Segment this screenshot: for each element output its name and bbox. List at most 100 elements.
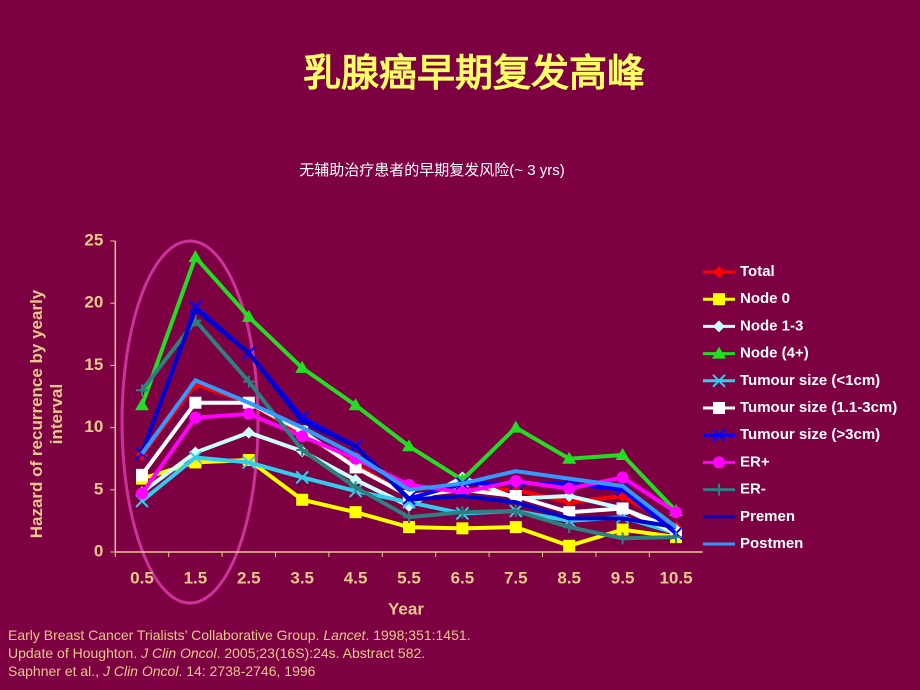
marker (563, 506, 576, 519)
series (135, 250, 683, 516)
series (140, 306, 677, 530)
marker (136, 384, 148, 397)
marker (296, 430, 309, 443)
marker (136, 487, 148, 500)
marker (616, 523, 629, 536)
series (136, 407, 682, 519)
legend-label: Tumour size (>3cm) (740, 426, 880, 443)
marker (713, 456, 725, 469)
x-tick-label: 9.5 (611, 568, 635, 587)
marker (349, 481, 362, 494)
x-tick-label: 6.5 (451, 568, 475, 587)
legend-label: Node 1-3 (740, 317, 803, 334)
title: 乳腺癌早期复发高峰 (303, 53, 645, 95)
marker (712, 374, 726, 388)
marker (713, 266, 725, 278)
y-tick-label: 20 (84, 293, 103, 312)
reference-part: . 2005;23(16S):24s. Abstract 582. (217, 645, 426, 661)
marker (563, 539, 576, 552)
marker (403, 521, 415, 534)
series-line (140, 377, 678, 529)
y-tick-label: 10 (84, 417, 103, 436)
marker (670, 506, 682, 519)
x-tick-label: 0.5 (130, 568, 154, 587)
x-tick-label: 2.5 (237, 568, 261, 587)
marker (402, 439, 416, 452)
marker (403, 511, 415, 524)
legend-label: Total (740, 263, 775, 280)
marker (509, 475, 522, 488)
x-tick-label: 5.5 (397, 568, 421, 587)
y-axis-label: Hazard of recurrence by yearlyinterval (27, 289, 66, 538)
series (140, 377, 678, 529)
reference-part: J Clin Oncol (140, 645, 217, 661)
marker (563, 521, 576, 534)
marker (295, 360, 310, 373)
marker (135, 398, 149, 411)
y-tick-label: 25 (84, 230, 103, 249)
marker (296, 443, 309, 456)
legend-label: ER- (740, 481, 766, 498)
marker (348, 398, 363, 411)
reference-part: Early Breast Cancer Trialists’ Collabora… (8, 627, 323, 643)
marker (616, 502, 629, 515)
marker (242, 407, 255, 420)
marker (188, 450, 203, 465)
legend-label: Node (4+) (740, 345, 809, 362)
marker (349, 506, 362, 519)
legend-label: Tumour size (<1cm) (740, 372, 880, 389)
subtitle: 无辅助治疗患者的早期复发风险(~ 3 yrs) (299, 161, 564, 179)
reference-part: . 14: 2738-2746, 1996 (178, 663, 315, 679)
marker (615, 447, 630, 460)
x-tick-label: 4.5 (344, 568, 368, 587)
legend-label: Node 0 (740, 290, 790, 307)
marker (712, 346, 726, 359)
reference: Early Breast Cancer Trialists’ Collabora… (8, 627, 471, 643)
marker (296, 493, 309, 506)
marker (242, 455, 256, 470)
marker (509, 521, 522, 534)
marker (241, 309, 256, 322)
x-tick-label: 1.5 (184, 568, 208, 587)
marker (242, 375, 255, 388)
reference-part: Lancet (323, 627, 366, 643)
legend-label: Postmen (740, 535, 803, 552)
y-tick-label: 5 (94, 479, 103, 498)
x-tick-label: 7.5 (504, 568, 528, 587)
marker (136, 468, 148, 481)
y-tick-label: 15 (84, 355, 103, 374)
marker (188, 250, 203, 263)
marker (712, 428, 726, 442)
reference-part: . 1998;351:1451. (365, 627, 470, 643)
y-label-line2: interval (47, 384, 66, 444)
series-line (140, 306, 677, 530)
highlight-ellipse (120, 239, 260, 605)
y-tick-label: 0 (94, 541, 103, 560)
reference-part: J Clin Oncol (102, 663, 179, 679)
marker (563, 496, 576, 509)
marker (670, 531, 682, 544)
marker (713, 402, 725, 414)
reference: Update of Houghton. J Clin Oncol. 2005;2… (8, 645, 425, 661)
marker (616, 532, 629, 545)
reference-part: Update of Houghton. (8, 645, 141, 661)
marker (713, 293, 725, 306)
marker (189, 396, 202, 409)
marker (456, 522, 469, 535)
legend-label: Tumour size (1.1-3cm) (740, 399, 897, 416)
y-label: Hazard of recurrence by yearly (27, 289, 46, 538)
marker (189, 411, 202, 424)
series (136, 314, 682, 545)
series-line (140, 253, 678, 513)
marker (456, 506, 469, 519)
marker (509, 490, 522, 503)
reference: Saphner et al., J Clin Oncol. 14: 2738-2… (8, 663, 316, 679)
legend-label: Premen (740, 508, 795, 525)
reference-part: Saphner et al., (8, 663, 103, 679)
marker (508, 420, 523, 433)
marker (562, 451, 577, 464)
marker (563, 482, 576, 495)
marker (509, 504, 522, 517)
x-tick-label: 8.5 (557, 568, 581, 587)
